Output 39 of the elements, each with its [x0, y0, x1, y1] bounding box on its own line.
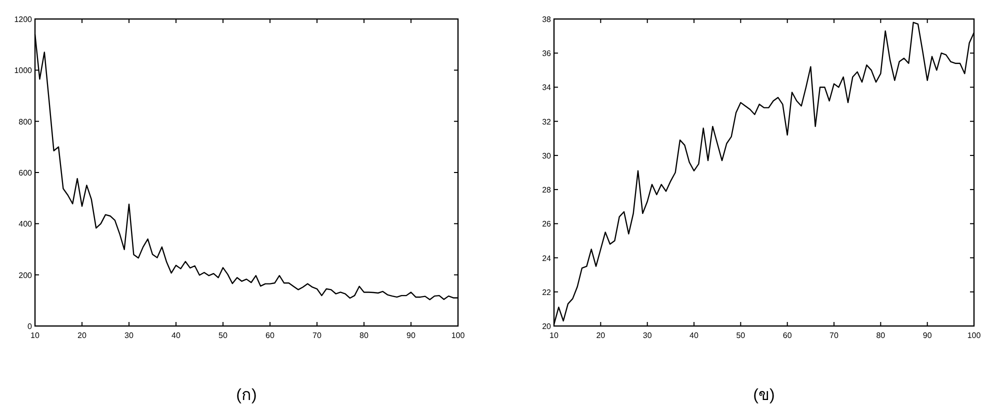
x-tick-label: 20 — [78, 331, 87, 340]
x-tick-label: 80 — [360, 331, 369, 340]
x-tick-label: 60 — [266, 331, 275, 340]
x-tick-label: 90 — [406, 331, 416, 340]
y-tick-label: 200 — [18, 270, 33, 280]
y-tick-label: 34 — [542, 83, 552, 92]
x-tick-label: 30 — [642, 331, 652, 340]
y-tick-label: 24 — [542, 254, 552, 263]
x-tick-label: 40 — [172, 331, 181, 340]
y-tick-label: 1000 — [14, 66, 33, 76]
y-tick-label: 20 — [542, 322, 552, 331]
y-tick-label: 32 — [542, 117, 552, 126]
x-tick-label: 40 — [690, 331, 699, 340]
x-tick-label: 60 — [782, 331, 792, 340]
y-tick-label: 400 — [18, 220, 33, 229]
y-tick-label: 22 — [542, 288, 552, 297]
x-tick-label: 50 — [736, 331, 746, 340]
x-tick-label: 100 — [451, 331, 466, 340]
x-tick-label: 50 — [218, 331, 228, 340]
x-tick-label: 30 — [124, 331, 134, 340]
y-tick-label: 28 — [542, 186, 552, 195]
y-tick-label: 38 — [542, 15, 552, 24]
x-tick-label: 70 — [830, 331, 839, 340]
x-tick-label: 20 — [596, 331, 606, 340]
x-tick-label: 90 — [922, 331, 932, 340]
x-tick-label: 100 — [967, 331, 982, 340]
y-tick-label: 1200 — [14, 15, 33, 24]
x-axis-title: (ก) — [236, 387, 257, 404]
x-tick-label: 70 — [312, 331, 322, 340]
y-tick-label: 600 — [18, 168, 33, 178]
x-tick-label: 10 — [30, 331, 40, 340]
x-tick-label: 10 — [550, 331, 559, 340]
y-tick-label: 30 — [542, 151, 552, 160]
x-tick-label: 80 — [876, 331, 886, 340]
y-tick-label: 800 — [18, 117, 33, 126]
y-tick-label: 26 — [542, 220, 552, 229]
y-tick-label: 36 — [542, 49, 552, 58]
y-tick-label: 0 — [28, 322, 33, 331]
x-axis-title: (ข) — [753, 387, 775, 404]
